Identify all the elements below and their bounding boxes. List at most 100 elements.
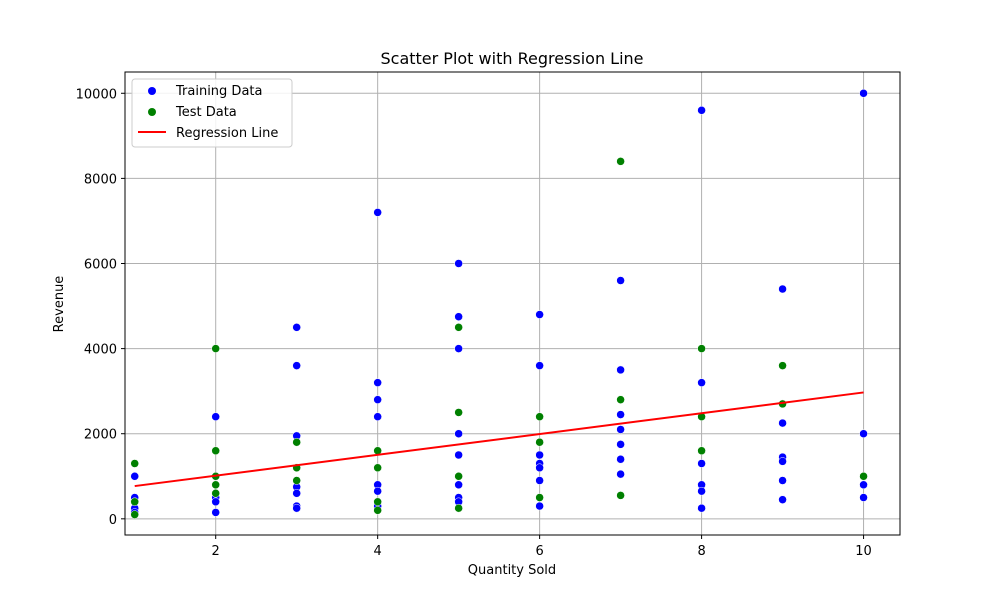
training-data-point [292, 503, 301, 513]
training-data-point [535, 310, 544, 319]
training-data-point [697, 459, 706, 468]
training-data-point [211, 497, 220, 507]
y-tick-label: 2000 [84, 428, 117, 443]
test-data-point [130, 497, 139, 507]
y-axis-label: Revenue [52, 276, 67, 333]
training-data-point [373, 208, 382, 217]
training-data-point [454, 480, 463, 490]
training-data-point [616, 455, 625, 464]
training-data-point [373, 378, 382, 387]
training-data-point [859, 480, 868, 490]
test-data-point [373, 497, 382, 507]
training-data-point [697, 503, 706, 513]
x-tick-label: 8 [697, 544, 705, 559]
legend-regression-label: Regression Line [176, 126, 278, 141]
x-tick-label: 6 [535, 544, 543, 559]
test-data-point [211, 480, 220, 490]
chart-title: Scatter Plot with Regression Line [380, 49, 643, 68]
test-data-point [130, 510, 139, 519]
training-data-point [535, 463, 544, 473]
training-data-point [697, 378, 706, 387]
test-data-point [211, 446, 220, 455]
x-axis-ticks: 2 4 6 8 10 [212, 535, 872, 559]
training-data-point [616, 469, 625, 479]
training-data-point [373, 412, 382, 421]
y-tick-label: 6000 [84, 257, 117, 272]
training-data-point [778, 495, 787, 504]
training-data-point [535, 476, 544, 485]
test-data-point [211, 344, 220, 353]
legend-test-marker [148, 108, 156, 116]
x-tick-label: 4 [374, 544, 382, 559]
y-axis-ticks: 0 2000 4000 6000 8000 10000 [76, 87, 125, 528]
grid-lines [125, 72, 900, 535]
legend-training-marker [148, 87, 156, 95]
test-data-point [292, 476, 301, 485]
training-data-point [292, 323, 301, 332]
test-data-point [454, 503, 463, 513]
x-tick-label: 2 [212, 544, 220, 559]
plot-frame [124, 71, 901, 536]
y-tick-label: 4000 [84, 343, 117, 358]
training-data-point [616, 365, 625, 375]
y-tick-label: 8000 [84, 172, 117, 187]
training-data-point [454, 312, 463, 321]
regression-line [134, 391, 864, 488]
training-data-point [373, 486, 382, 496]
training-data-point [859, 429, 868, 438]
training-data-point [454, 259, 463, 268]
legend-test-label: Test Data [175, 105, 237, 120]
legend: Training Data Test Data Regression Line [131, 78, 293, 148]
test-data-point [778, 361, 787, 370]
training-data-point [778, 476, 787, 485]
training-data-point [616, 410, 625, 419]
test-data-point [454, 472, 463, 481]
regression-layer [134, 391, 864, 488]
legend-training-label: Training Data [175, 84, 262, 99]
training-data-point [859, 493, 868, 502]
training-data-point [535, 450, 544, 460]
test-data-point [616, 157, 625, 166]
test-data-point [616, 491, 625, 500]
training-data-point [454, 429, 463, 438]
x-axis-label: Quantity Sold [468, 563, 556, 578]
training-data-point [535, 501, 544, 511]
test-data-point [130, 459, 139, 468]
training-data-point [616, 276, 625, 285]
y-tick-label: 10000 [76, 87, 117, 102]
test-data-point [454, 408, 463, 417]
test-data-point [535, 437, 544, 447]
training-data-point [211, 508, 220, 517]
test-data-point [859, 472, 868, 481]
training-data-point [697, 106, 706, 115]
legend-box [131, 78, 293, 148]
training-data-point [373, 395, 382, 404]
training-data-point [292, 489, 301, 498]
test-data-point [373, 463, 382, 473]
test-data-point [697, 344, 706, 353]
training-data-point [616, 440, 625, 449]
test-data-point [535, 493, 544, 502]
training-data-point [535, 361, 544, 370]
test-data-point [697, 446, 706, 455]
training-data-point [778, 418, 787, 428]
test-data-point [616, 395, 625, 404]
training-data-point [616, 425, 625, 434]
test-data-point [211, 489, 220, 498]
test-data-point [373, 506, 382, 515]
training-data-point [697, 486, 706, 496]
test-data-point [535, 412, 544, 421]
training-data-point [859, 89, 868, 98]
training-data-point [211, 412, 220, 421]
training-data-point [778, 284, 787, 294]
training-data-point [454, 344, 463, 353]
x-tick-label: 10 [855, 544, 872, 559]
training-data-point [454, 450, 463, 460]
y-tick-label: 0 [109, 513, 117, 528]
training-data-point [130, 472, 139, 481]
training-data-point [292, 361, 301, 370]
test-data-point [292, 437, 301, 447]
training-data-point [778, 457, 787, 466]
